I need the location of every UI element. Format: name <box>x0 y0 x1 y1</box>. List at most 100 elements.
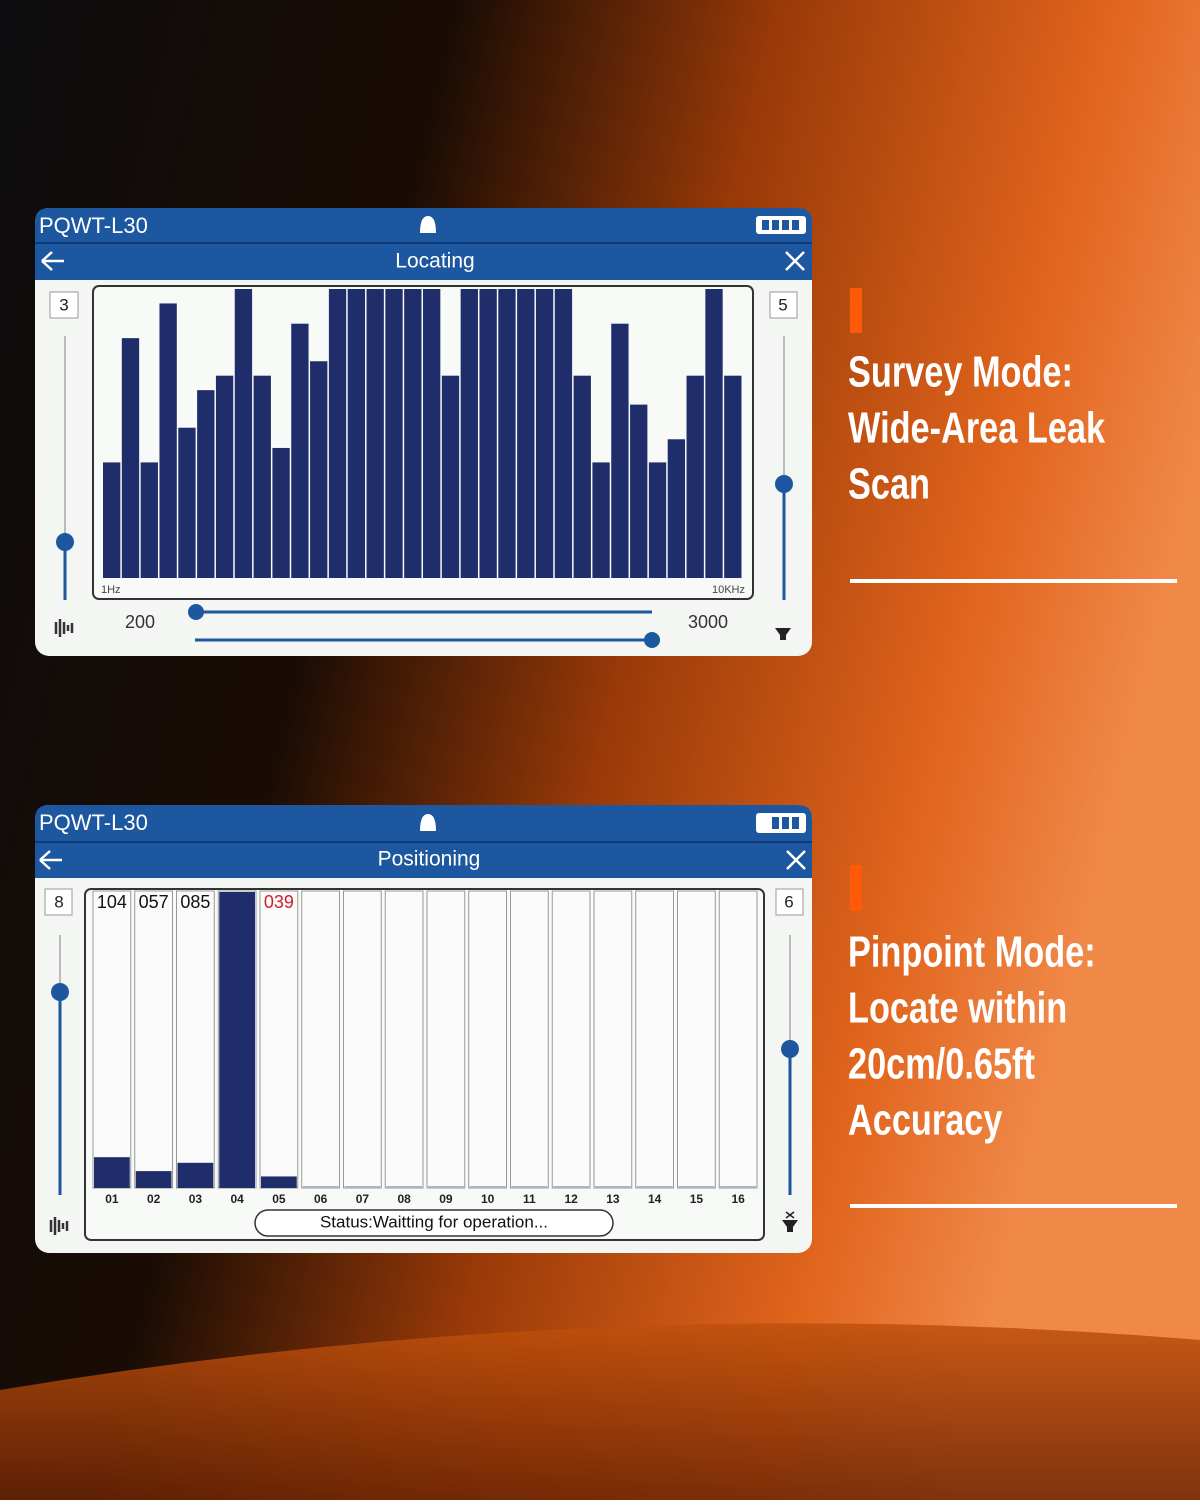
bar <box>178 427 196 578</box>
gain-value: 3 <box>59 295 68 314</box>
bar <box>366 289 384 578</box>
channel-column <box>92 890 132 1189</box>
channel-column <box>468 890 507 1189</box>
channel-column <box>426 890 466 1189</box>
bar <box>573 375 591 578</box>
range-low: 200 <box>125 612 155 632</box>
channel-column <box>677 890 716 1189</box>
channel-label: 04 <box>230 1192 244 1206</box>
bar <box>441 375 460 578</box>
bar <box>94 1157 130 1188</box>
bar <box>135 1171 172 1188</box>
bar <box>686 375 704 578</box>
channel-label: 16 <box>731 1192 745 1206</box>
bar <box>724 375 742 578</box>
channel-label: 10 <box>481 1192 495 1206</box>
bar <box>705 289 723 578</box>
channel-label: 06 <box>314 1192 328 1206</box>
gain-slider[interactable] <box>56 533 74 551</box>
channel-label: 07 <box>356 1192 370 1206</box>
channel-value-label: 104 <box>97 892 127 912</box>
channel-value-label: 039 <box>264 892 294 912</box>
bar <box>272 447 290 578</box>
filter-icon <box>775 628 791 640</box>
bar <box>197 390 215 578</box>
wave-icon <box>49 1217 69 1235</box>
bar <box>234 289 253 578</box>
bar <box>630 404 648 578</box>
gain-slider[interactable] <box>51 983 69 1001</box>
status-text: Status:Waitting for operation... <box>320 1212 548 1231</box>
volume-value: 5 <box>778 295 787 314</box>
status-pill <box>254 1209 614 1237</box>
survey-panel: PQWT-L30 Locating 3 5 1Hz 10KHz 200 3000 <box>35 208 812 656</box>
bar <box>261 1176 297 1188</box>
bar <box>404 289 422 578</box>
bell-icon <box>420 216 436 233</box>
close-button[interactable] <box>785 251 805 271</box>
caption-line: Wide-Area Leak <box>848 404 1105 453</box>
caption-line: Accuracy <box>848 1096 1003 1145</box>
bar <box>291 323 309 578</box>
gain-value: 8 <box>54 892 63 911</box>
accent-bar <box>850 288 862 333</box>
bar <box>310 361 328 578</box>
bar <box>423 289 441 578</box>
volume-slider[interactable] <box>781 1040 799 1058</box>
channel-column <box>343 890 382 1189</box>
bar <box>253 375 271 578</box>
background-arc <box>0 1323 1200 1500</box>
bar <box>592 462 610 578</box>
channel-column <box>593 890 633 1189</box>
caption-line: Pinpoint Mode: <box>848 928 1096 977</box>
channel-label: 15 <box>690 1192 704 1206</box>
bar <box>479 289 497 578</box>
bar <box>611 323 629 578</box>
channel-label: 13 <box>606 1192 620 1206</box>
channel-value-label: 085 <box>180 892 210 912</box>
bell-icon <box>420 814 436 831</box>
high-slider[interactable] <box>644 632 660 648</box>
channel-label: 01 <box>105 1192 119 1206</box>
wave-icon <box>54 619 74 637</box>
accent-bar <box>850 865 862 911</box>
channel-label: 02 <box>147 1192 161 1206</box>
channel-column <box>384 890 424 1189</box>
range-high: 3000 <box>688 612 728 632</box>
channel-label: 05 <box>272 1192 286 1206</box>
channel-column <box>134 890 173 1189</box>
screen-title: Locating <box>395 250 474 273</box>
bar <box>219 892 255 1188</box>
channel-column <box>551 890 591 1189</box>
back-button[interactable] <box>41 251 64 271</box>
bar <box>498 289 516 578</box>
x-start-label: 1Hz <box>101 584 121 596</box>
channel-column <box>259 890 299 1189</box>
channel-column <box>301 890 340 1189</box>
bar <box>177 1162 214 1188</box>
caption-line: Survey Mode: <box>848 348 1073 397</box>
bar <box>460 289 478 578</box>
channel-label: 12 <box>564 1192 578 1206</box>
back-button[interactable] <box>39 850 62 870</box>
bar <box>517 289 535 578</box>
close-button[interactable] <box>786 850 806 870</box>
pinpoint-caption: Pinpoint Mode: Locate within 20cm/0.65ft Ac… <box>848 928 1096 1145</box>
bar <box>667 439 686 578</box>
bar <box>140 462 158 578</box>
channel-column <box>176 890 215 1189</box>
device-name: PQWT-L30 <box>39 213 148 238</box>
bar <box>554 289 573 578</box>
x-end-label: 10KHz <box>712 584 745 596</box>
volume-slider[interactable] <box>775 475 793 493</box>
screen-title: Positioning <box>378 848 481 871</box>
bar <box>103 462 121 578</box>
bar <box>535 289 554 578</box>
channel-column <box>635 890 674 1189</box>
channel-label: 08 <box>397 1192 411 1206</box>
bar <box>215 375 234 578</box>
low-slider[interactable] <box>188 604 204 620</box>
caption-line: 20cm/0.65ft <box>848 1040 1035 1089</box>
device-name: PQWT-L30 <box>39 810 148 835</box>
